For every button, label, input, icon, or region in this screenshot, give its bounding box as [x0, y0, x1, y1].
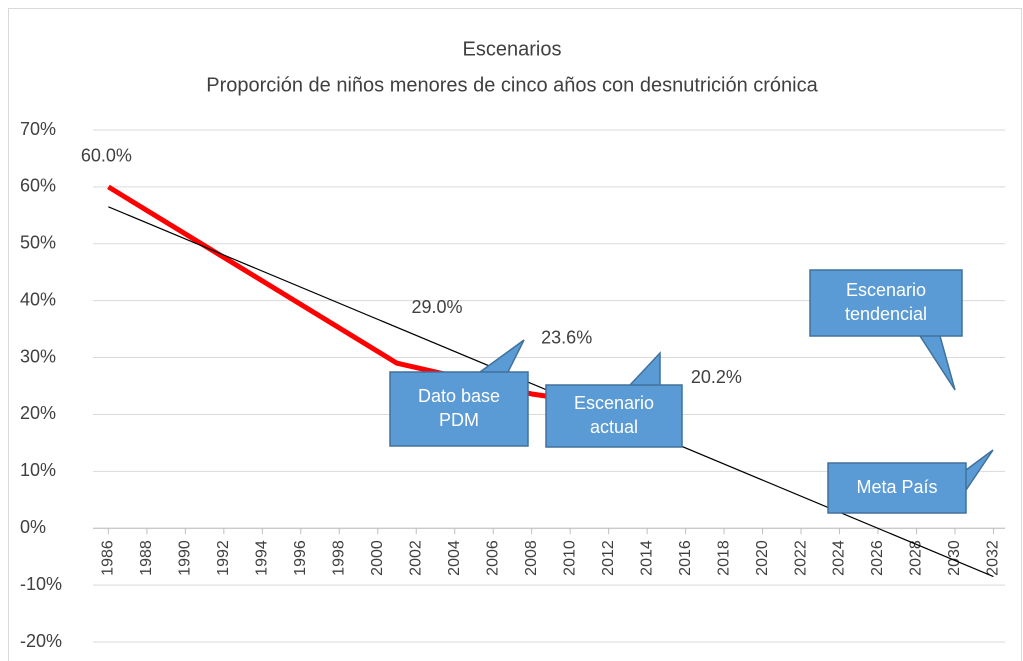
callout-body: [829, 464, 965, 512]
callout-text: Escenario actual: [574, 393, 654, 437]
callout: Meta País: [827, 449, 994, 514]
x-tick-label: 2032: [985, 540, 1002, 576]
y-tick-label: 10%: [20, 460, 56, 480]
x-tick-label: 2012: [600, 540, 617, 576]
x-tick-label: 1986: [100, 540, 117, 576]
x-tick-label: 2030: [946, 540, 963, 576]
x-tick-label: 2024: [831, 540, 848, 576]
y-tick-label: -20%: [20, 631, 62, 651]
x-tick-label: 2004: [446, 540, 463, 576]
x-tick-label: 2008: [523, 540, 540, 576]
y-tick-label: 20%: [20, 403, 56, 423]
x-tick-label: 2016: [677, 540, 694, 576]
x-tick-label: 1988: [138, 540, 155, 576]
data-label: 23.6%: [541, 328, 592, 348]
x-tick-label: 2020: [754, 540, 771, 576]
x-tick-label: 1992: [215, 540, 232, 576]
x-tick-label: 1990: [177, 540, 194, 576]
x-tick-label: 1998: [330, 540, 347, 576]
x-tick-label: 2010: [561, 540, 578, 576]
chart-title: Escenarios: [463, 38, 562, 60]
y-tick-label: 0%: [20, 517, 46, 537]
x-tick-label: 2014: [638, 540, 655, 576]
data-label: 60.0%: [81, 146, 132, 166]
callout: Dato base PDM: [389, 339, 529, 447]
x-tick-label: 1994: [254, 540, 271, 576]
y-tick-label: 60%: [20, 176, 56, 196]
callout-text: Dato base PDM: [418, 386, 500, 430]
y-tick-label: 50%: [20, 233, 56, 253]
y-tick-label: 40%: [20, 289, 56, 309]
callout-body: [391, 373, 527, 445]
x-tick-label: 2002: [407, 540, 424, 576]
x-tick-label: 1996: [292, 540, 309, 576]
x-tick-label: 2006: [484, 540, 501, 576]
callout: Escenario actual: [545, 351, 683, 448]
x-tick-label: 2026: [869, 540, 886, 576]
y-tick-label: 70%: [20, 119, 56, 139]
x-tick-label: 2018: [715, 540, 732, 576]
data-label: 29.0%: [411, 297, 462, 317]
callout-text: Meta País: [856, 477, 937, 497]
data-label: 20.2%: [691, 367, 742, 387]
callout-body: [547, 386, 681, 446]
y-tick-label: -10%: [20, 574, 62, 594]
x-tick-label: 2000: [369, 540, 386, 576]
chart-subtitle: Proporción de niños menores de cinco año…: [206, 74, 818, 96]
callout-body: [811, 271, 961, 335]
x-tick-label: 2028: [908, 540, 925, 576]
y-tick-label: 30%: [20, 346, 56, 366]
callout: Escenario tendencial: [809, 269, 963, 391]
callout-text: Escenario tendencial: [845, 280, 927, 324]
x-tick-label: 2022: [792, 540, 809, 576]
